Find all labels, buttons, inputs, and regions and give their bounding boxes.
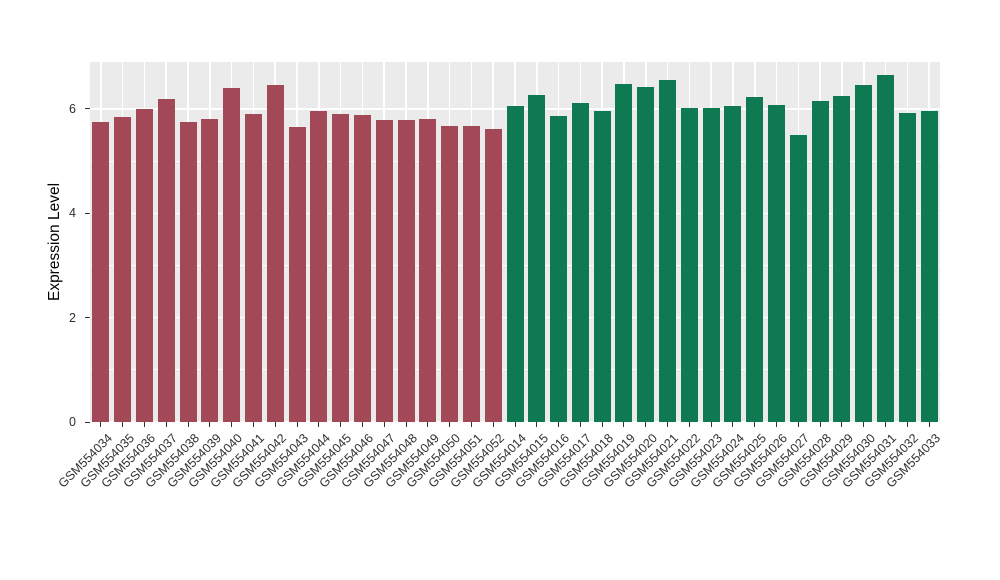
y-tick-label: 4 (69, 206, 76, 221)
bar (898, 113, 916, 422)
x-tick-mark (100, 422, 102, 427)
x-tick-mark (383, 422, 385, 427)
bar (266, 85, 284, 422)
x-tick-mark (885, 422, 886, 427)
x-tick-mark (688, 422, 690, 427)
x-tick-mark (165, 422, 167, 427)
x-tick-mark (906, 422, 908, 427)
bar (920, 110, 938, 422)
bar (484, 128, 502, 422)
x-tick-mark (405, 422, 407, 427)
x-tick-mark (187, 422, 189, 427)
x-tick-mark (514, 422, 516, 427)
x-tick-mark (732, 422, 734, 427)
bar (724, 106, 742, 422)
x-tick-mark (449, 422, 451, 427)
bar (92, 122, 110, 422)
bar (462, 125, 480, 422)
bar (353, 115, 371, 422)
x-tick-mark (710, 422, 712, 427)
bar (789, 135, 807, 422)
bar (768, 105, 786, 422)
y-tick-label: 0 (69, 415, 76, 429)
bar (833, 95, 851, 422)
x-tick-mark (470, 422, 472, 427)
x-tick-mark (361, 422, 363, 427)
bar (201, 119, 219, 422)
bar (332, 114, 350, 422)
x-tick-mark (667, 422, 669, 427)
x-tick-mark (492, 422, 494, 427)
bar (615, 83, 633, 422)
y-tick-label: 6 (69, 101, 76, 116)
x-tick-mark (819, 422, 821, 427)
bar (223, 88, 241, 422)
x-tick-mark (296, 422, 298, 427)
x-tick-mark (122, 422, 124, 427)
bar (135, 108, 153, 422)
bar (877, 75, 894, 422)
x-tick-mark (143, 422, 145, 427)
x-tick-mark (579, 422, 581, 427)
bar (288, 127, 306, 422)
bar (441, 125, 459, 422)
plot-panel (90, 62, 940, 423)
bar (375, 120, 393, 422)
y-tick-mark (85, 317, 90, 319)
bar (550, 115, 568, 422)
x-tick-mark (928, 422, 930, 427)
y-tick-mark (85, 212, 90, 214)
x-tick-mark (231, 422, 233, 427)
x-tick-mark (601, 422, 603, 427)
bar (855, 85, 873, 422)
x-tick-mark (776, 422, 778, 427)
x-tick-mark (209, 422, 211, 427)
bar (506, 106, 524, 422)
bar (397, 120, 415, 422)
x-tick-mark (252, 422, 254, 427)
x-tick-mark (274, 422, 276, 427)
bar (179, 122, 197, 422)
x-tick-mark (645, 422, 647, 427)
x-tick-mark (623, 422, 625, 427)
bar (419, 119, 437, 422)
y-tick-mark (85, 108, 90, 110)
bar (114, 116, 132, 422)
bar (811, 101, 829, 422)
bar (702, 107, 720, 422)
x-tick-mark (427, 422, 429, 427)
y-tick-mark (85, 421, 90, 423)
x-tick-mark (797, 422, 799, 427)
bar (157, 98, 175, 422)
x-tick-mark (863, 422, 865, 427)
bar (637, 87, 655, 422)
bar (659, 80, 677, 422)
bar (680, 107, 698, 422)
x-tick-mark (841, 422, 843, 427)
bar (244, 114, 262, 422)
bar (528, 94, 546, 422)
bar (746, 97, 764, 422)
bar (310, 110, 328, 422)
x-tick-mark (340, 422, 342, 427)
bar (571, 102, 589, 422)
x-tick-mark (536, 422, 538, 427)
x-tick-mark (754, 422, 756, 427)
x-tick-mark (558, 422, 560, 427)
bar (593, 110, 611, 422)
x-tick-mark (318, 422, 320, 427)
y-tick-label: 2 (69, 310, 76, 325)
